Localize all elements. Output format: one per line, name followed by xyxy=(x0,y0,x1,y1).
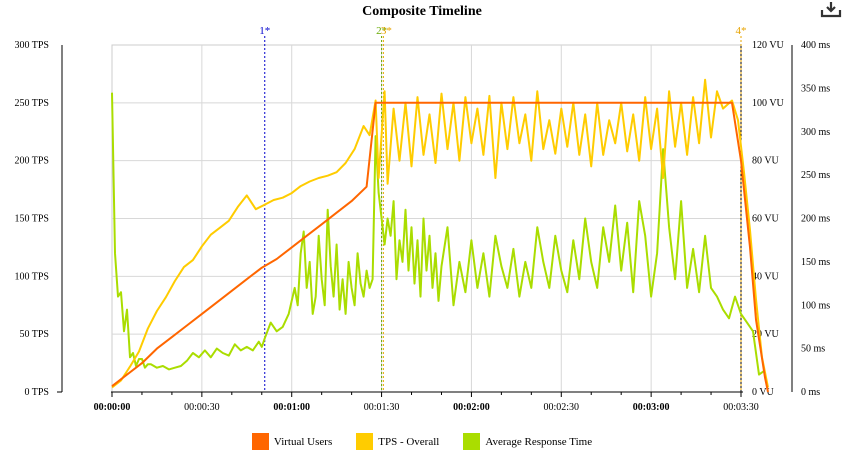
download-button[interactable] xyxy=(819,0,843,20)
y-tick-ms: 400 ms xyxy=(801,40,830,51)
series-line-virtual-users xyxy=(111,101,769,393)
y-tick-tps: 200 TPS xyxy=(14,156,49,167)
y-tick-vu: 120 VU xyxy=(752,40,785,51)
legend-label: Virtual Users xyxy=(273,435,333,448)
y-tick-vu: 60 VU xyxy=(752,214,780,225)
x-tick-label: 00:02:00 xyxy=(453,402,490,413)
y-tick-ms: 300 ms xyxy=(801,127,830,138)
legend-item[interactable]: Virtual Users xyxy=(251,433,333,450)
y-tick-vu: 0 VU xyxy=(752,387,775,398)
y-tick-tps: 50 TPS xyxy=(19,329,49,340)
y-tick-tps: 150 TPS xyxy=(14,214,49,225)
y-tick-vu: 20 VU xyxy=(752,329,780,340)
y-tick-ms: 100 ms xyxy=(801,300,830,311)
x-tick-label: 00:00:30 xyxy=(184,402,220,413)
y-tick-ms: 150 ms xyxy=(801,257,830,268)
legend-label: TPS - Overall xyxy=(378,435,440,448)
y-tick-ms: 50 ms xyxy=(801,344,825,355)
y-tick-ms: 350 ms xyxy=(801,83,830,94)
marker-label: 1* xyxy=(259,25,270,37)
chart-area: 0 TPS 50 TPS 100 TPS 150 TPS 200 TPS 250 TPS 3… xyxy=(14,25,830,413)
y-tick-ms: 250 ms xyxy=(801,170,830,181)
marker-label: 2* xyxy=(376,25,387,37)
x-tick-label: 00:03:00 xyxy=(633,402,670,413)
legend-item[interactable]: TPS - Overall xyxy=(356,433,439,450)
legend-swatch xyxy=(251,433,269,450)
marker-label: 3* xyxy=(381,25,392,37)
legend-label: Average Response Time xyxy=(485,435,593,448)
y-tick-ms: 200 ms xyxy=(801,214,830,225)
legend-swatch xyxy=(463,433,481,450)
x-tick-label: 00:02:30 xyxy=(544,402,580,413)
x-tick-label: 00:03:30 xyxy=(723,402,759,413)
x-tick-label: 00:01:00 xyxy=(273,402,310,413)
y-tick-vu: 80 VU xyxy=(752,156,780,167)
y-tick-vu: 100 VU xyxy=(752,98,785,109)
x-tick-label: 00:01:30 xyxy=(364,402,400,413)
download-icon xyxy=(820,2,842,18)
series-line-average-response-time xyxy=(111,92,766,376)
y-tick-tps: 0 TPS xyxy=(24,387,49,398)
x-tick-label: 00:00:00 xyxy=(94,402,131,413)
y-tick-tps: 250 TPS xyxy=(14,98,49,109)
y-tick-tps: 300 TPS xyxy=(14,40,49,51)
legend: Virtual Users TPS - Overall Average Respon… xyxy=(0,433,844,450)
y-tick-vu: 40 VU xyxy=(752,271,780,282)
y-tick-tps: 100 TPS xyxy=(14,271,49,282)
series-line-tps-overall xyxy=(111,78,769,389)
y-tick-ms: 0 ms xyxy=(801,387,820,398)
chart-title: Composite Timeline xyxy=(362,4,482,19)
legend-swatch xyxy=(356,433,374,450)
legend-item[interactable]: Average Response Time xyxy=(463,433,592,450)
marker-label: 4* xyxy=(736,25,747,37)
